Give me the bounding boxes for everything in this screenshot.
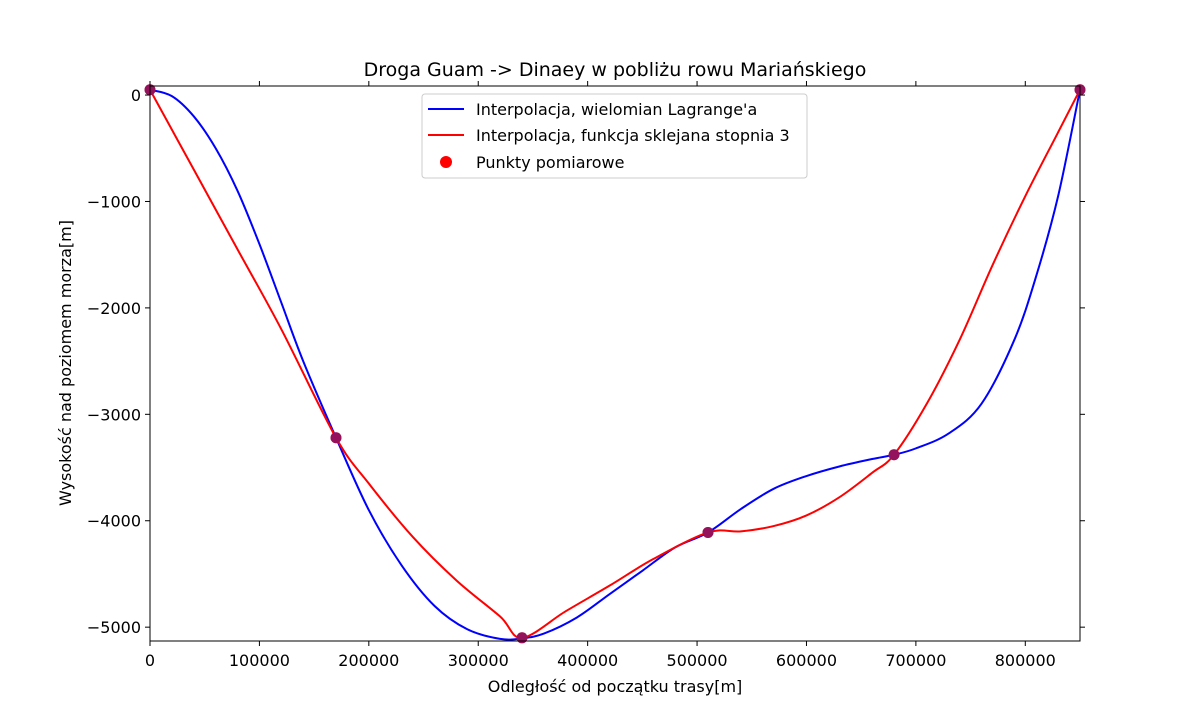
legend-label-lagrange: Interpolacja, wielomian Lagrange'a [476, 100, 757, 119]
legend-swatch-points [440, 156, 452, 168]
x-axis-ticks: 0 100000 200000 300000 400000 500000 600000 700… [145, 81, 1056, 670]
y-tick-label: −2000 [87, 299, 141, 318]
y-tick-label: −1000 [87, 192, 141, 211]
plot-frame [149, 85, 1081, 642]
measurement-point-overlay [330, 432, 342, 444]
x-tick-label: 500000 [667, 651, 728, 670]
spline-curve-line [149, 89, 1081, 639]
measurement-point-overlay [888, 449, 900, 461]
x-axis-label: Odległość od początku trasy[m] [488, 677, 743, 696]
x-tick-label: 300000 [448, 651, 509, 670]
x-tick-label: 700000 [885, 651, 946, 670]
y-tick-label: −4000 [87, 512, 141, 531]
x-tick-label: 600000 [776, 651, 837, 670]
legend: Interpolacja, wielomian Lagrange'a Inter… [421, 93, 808, 179]
chart-title: Droga Guam -> Dinaey w pobliżu rowu Mari… [364, 59, 867, 81]
y-tick-label: 0 [131, 86, 141, 105]
y-axis-label: Wysokość nad poziomem morza[m] [56, 220, 75, 506]
x-tick-label: 800000 [995, 651, 1056, 670]
y-tick-label: −5000 [87, 618, 141, 637]
x-tick-label: 0 [145, 651, 155, 670]
measurement-point-overlay [702, 526, 714, 538]
y-tick-label: −3000 [87, 405, 141, 424]
y-axis-ticks: 0 −1000 −2000 −3000 −4000 −5000 [87, 86, 1085, 637]
legend-label-points: Punkty pomiarowe [476, 153, 624, 172]
x-tick-label: 400000 [557, 651, 618, 670]
legend-box [421, 93, 808, 179]
measurement-point-overlay [516, 632, 528, 644]
lagrange-curve-line [149, 88, 1081, 641]
x-tick-label: 100000 [229, 651, 290, 670]
legend-label-spline: Interpolacja, funkcja sklejana stopnia 3 [476, 126, 790, 145]
plot-lines [149, 88, 1081, 641]
x-tick-label: 200000 [338, 651, 399, 670]
